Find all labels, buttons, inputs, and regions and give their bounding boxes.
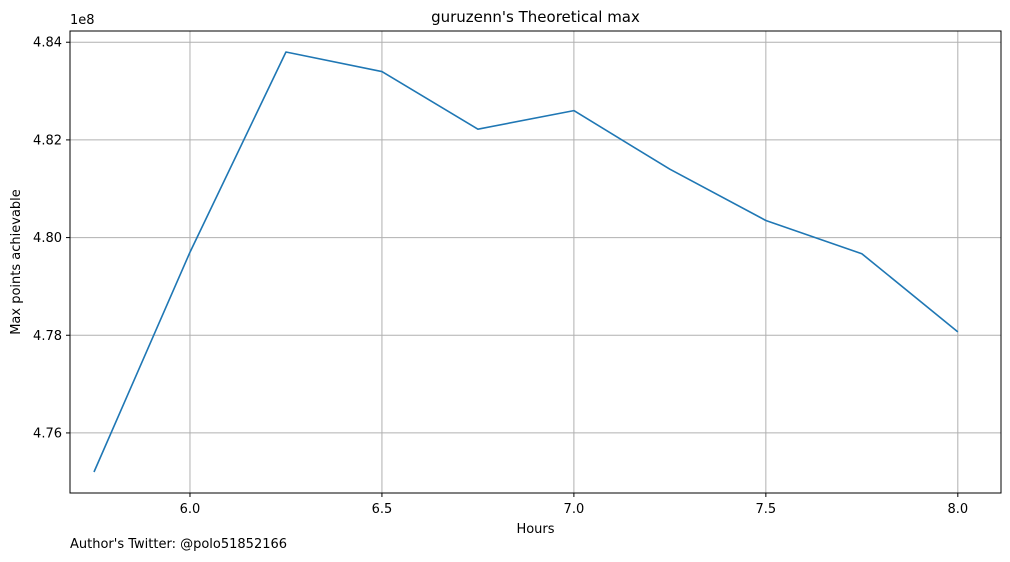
y-axis-ticks: 4.76 4.78 4.80 4.82 4.84 bbox=[33, 36, 70, 441]
x-tick-label: 7.5 bbox=[756, 502, 777, 517]
author-twitter-footer: Author's Twitter: @polo51852166 bbox=[70, 537, 288, 552]
y-axis-offset-label: 1e8 bbox=[70, 13, 95, 28]
y-axis-label: Max points achievable bbox=[9, 189, 24, 335]
y-tick-label: 4.82 bbox=[33, 133, 62, 148]
y-tick-label: 4.84 bbox=[33, 36, 62, 51]
plot-frame bbox=[69, 30, 1002, 494]
chart-title: guruzenn's Theoretical max bbox=[431, 8, 640, 26]
series-layer bbox=[93, 51, 959, 473]
series-line bbox=[93, 51, 959, 473]
x-tick-label: 6.0 bbox=[180, 502, 201, 517]
grid-lines bbox=[70, 31, 1001, 493]
x-tick-label: 8.0 bbox=[947, 502, 968, 517]
x-axis-label: Hours bbox=[516, 522, 554, 537]
y-tick-label: 4.78 bbox=[33, 329, 62, 344]
x-axis-ticks: 6.0 6.5 7.0 7.5 8.0 bbox=[180, 493, 968, 517]
y-tick-label: 4.80 bbox=[33, 231, 62, 246]
y-tick-label: 4.76 bbox=[33, 426, 62, 441]
x-tick-label: 6.5 bbox=[372, 502, 393, 517]
x-tick-label: 7.0 bbox=[564, 502, 585, 517]
